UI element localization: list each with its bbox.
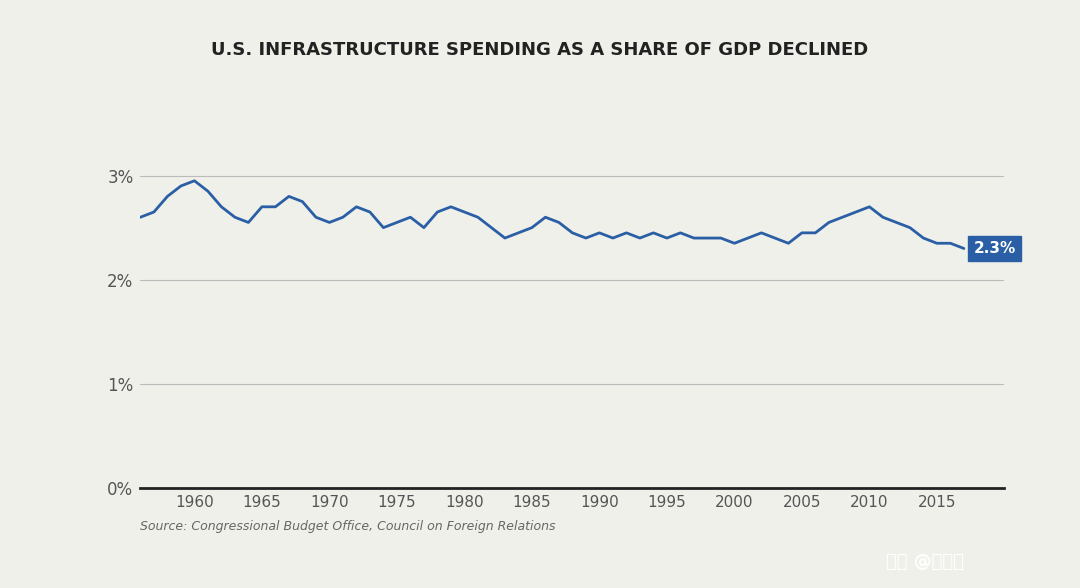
Text: Source: Congressional Budget Office, Council on Foreign Relations: Source: Congressional Budget Office, Cou… xyxy=(140,520,556,533)
Text: 2.3%: 2.3% xyxy=(973,241,1015,256)
Text: U.S. INFRASTRUCTURE SPENDING AS A SHARE OF GDP DECLINED: U.S. INFRASTRUCTURE SPENDING AS A SHARE … xyxy=(212,41,868,59)
Text: 头条 @王冰汝: 头条 @王冰汝 xyxy=(886,553,963,570)
